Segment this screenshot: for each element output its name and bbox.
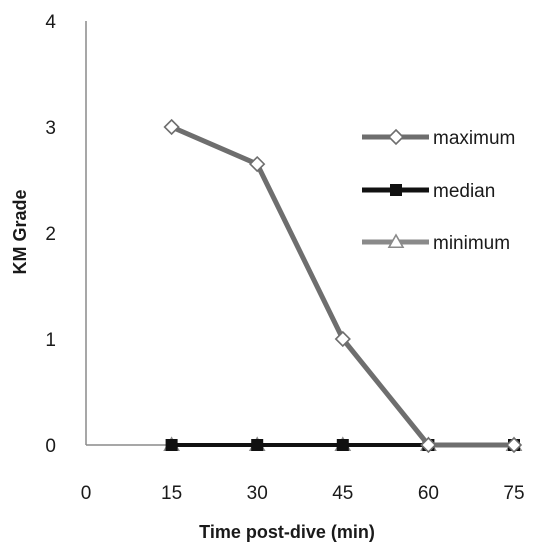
legend-swatch-marker (387, 233, 405, 249)
legend-label: maximum (433, 128, 515, 149)
data-point-maximum (249, 155, 266, 173)
legend-item-minimum: minimum (362, 233, 510, 254)
x-axis-title: Time post-dive (min) (199, 522, 375, 542)
y-tick-label: 0 (45, 436, 56, 457)
x-tick-label: 60 (418, 483, 439, 504)
legend-item-maximum: maximum (362, 128, 515, 149)
data-point-median (336, 439, 349, 451)
legend-label: minimum (433, 233, 510, 254)
x-tick-label: 30 (247, 483, 268, 504)
data-point-maximum (505, 436, 523, 454)
legend-swatch-marker (387, 128, 405, 146)
legend-label: median (433, 181, 495, 202)
x-tick-label: 45 (332, 483, 353, 504)
x-tick-label: 75 (503, 483, 524, 504)
data-point-maximum (334, 330, 351, 348)
y-axis-title: KM Grade (10, 189, 30, 274)
series-maximum (163, 118, 523, 454)
data-point-median (165, 439, 178, 451)
x-tick-label: 0 (81, 483, 92, 504)
y-tick-label: 2 (45, 224, 56, 245)
data-point-maximum (420, 436, 437, 454)
y-tick-label: 1 (45, 330, 56, 351)
data-point-maximum (163, 118, 180, 136)
legend-swatch-marker (390, 184, 402, 196)
legend: maximum median minimum (362, 128, 515, 254)
series-line-maximum (170, 124, 514, 448)
x-tick-labels: 0 15 30 45 60 75 (81, 483, 525, 504)
data-point-median (251, 439, 264, 451)
legend-item-median: median (362, 181, 495, 202)
y-tick-label: 4 (45, 12, 56, 33)
x-tick-label: 15 (161, 483, 182, 504)
series-layer (163, 118, 523, 454)
y-tick-labels: 0 1 2 3 4 (45, 12, 56, 457)
y-tick-label: 3 (45, 118, 56, 139)
